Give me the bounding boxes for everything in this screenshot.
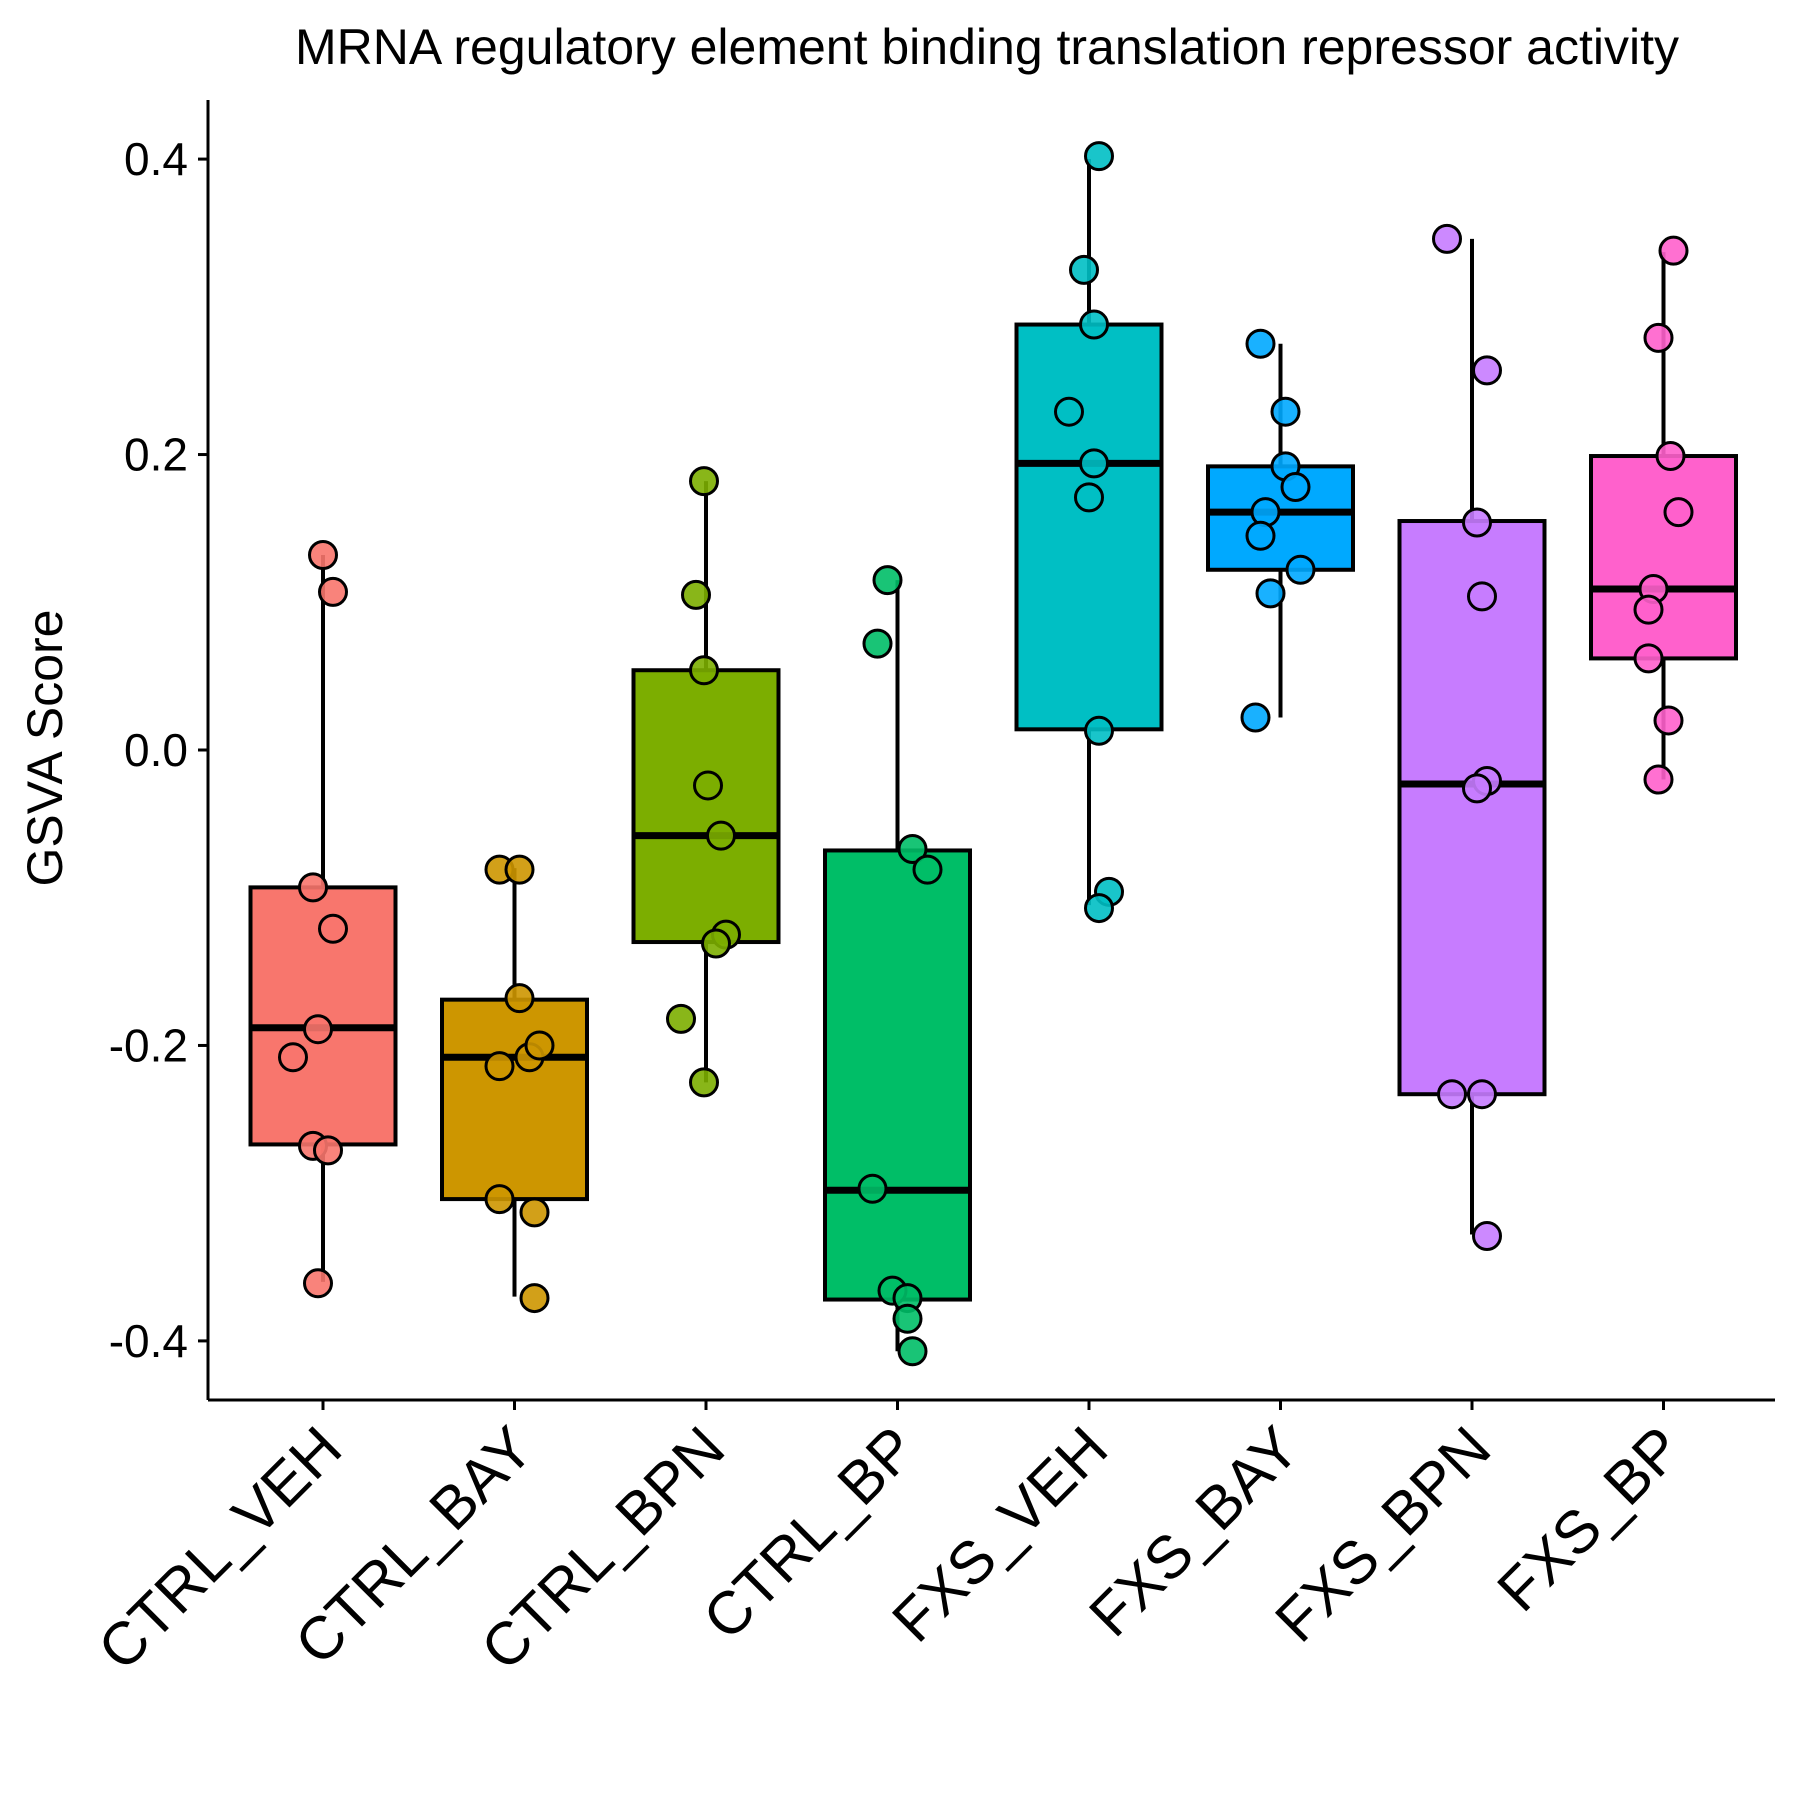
box-group [823, 565, 972, 1367]
data-point [689, 655, 719, 686]
data-point [681, 579, 711, 610]
data-point [706, 820, 736, 851]
data-point [1643, 764, 1674, 795]
data-point [318, 913, 348, 944]
data-point [892, 1303, 923, 1334]
box-group [1397, 223, 1547, 1252]
data-point [1472, 1221, 1502, 1252]
data-point [693, 770, 723, 801]
data-point [1467, 1079, 1497, 1110]
box-group [248, 540, 398, 1299]
box [440, 997, 589, 1202]
data-point [524, 1030, 555, 1061]
data-point [1079, 448, 1109, 479]
data-point [1653, 705, 1684, 736]
data-point [1663, 497, 1694, 528]
data-point [519, 1197, 550, 1228]
data-point [1467, 581, 1497, 612]
y-axis-label: GSVA Score [17, 610, 73, 887]
data-point [1285, 554, 1316, 585]
box-group [440, 854, 589, 1314]
box [631, 668, 781, 945]
box [1589, 454, 1738, 661]
data-point [1462, 507, 1492, 538]
box-group [1589, 235, 1738, 795]
data-point [1655, 441, 1686, 472]
data-point [1633, 594, 1664, 625]
data-point [1245, 328, 1276, 359]
data-point [897, 833, 928, 864]
data-point [1255, 578, 1286, 609]
data-point [1472, 355, 1502, 386]
data-point [701, 928, 731, 959]
data-point [1270, 396, 1301, 427]
y-tick-label: 0.2 [124, 429, 188, 481]
y-tick-label: -0.2 [109, 1019, 188, 1071]
data-point [1074, 482, 1104, 513]
y-tick-label: 0.4 [124, 133, 188, 185]
data-point [504, 854, 535, 885]
data-point [1084, 715, 1114, 746]
data-point [298, 872, 328, 903]
data-point [1245, 520, 1276, 551]
data-point [303, 1014, 333, 1045]
data-point [897, 1336, 928, 1367]
plot-area [248, 141, 1738, 1367]
data-point [872, 565, 903, 596]
y-axis: -0.4 -0.2 0.0 0.2 0.4 [109, 100, 210, 1400]
data-point [912, 854, 943, 885]
chart-title: MRNA regulatory element binding translat… [295, 19, 1679, 75]
data-point [1280, 472, 1311, 503]
data-point [666, 1003, 696, 1034]
x-axis: CTRL_VEHCTRL_BAYCTRL_BPNCTRL_BPFXS_VEHFX… [85, 1398, 1775, 1683]
data-point [857, 1173, 888, 1204]
box [823, 848, 972, 1302]
data-point [1054, 396, 1084, 427]
data-point [484, 1184, 515, 1215]
data-point [1643, 322, 1674, 353]
data-point [1079, 309, 1109, 340]
box-group [1014, 141, 1164, 924]
data-point [504, 983, 535, 1014]
data-point [484, 1051, 515, 1082]
data-point [1437, 1079, 1467, 1110]
data-point [1462, 773, 1492, 804]
data-point [313, 1135, 343, 1166]
box [1397, 519, 1547, 1097]
data-point [519, 1283, 550, 1314]
data-point [1084, 893, 1114, 924]
y-tick-label: 0.0 [124, 724, 188, 776]
data-point [278, 1042, 308, 1073]
data-point [318, 576, 348, 607]
box [1206, 464, 1355, 572]
data-point [1432, 223, 1462, 254]
data-point [689, 466, 719, 497]
data-point [1084, 141, 1114, 172]
data-point [1069, 254, 1099, 285]
data-point [308, 540, 338, 570]
data-point [1240, 702, 1271, 733]
data-point [303, 1268, 333, 1299]
box-group [631, 466, 781, 1098]
box [1014, 322, 1164, 732]
data-point [1633, 643, 1664, 674]
y-tick-label: -0.4 [109, 1315, 188, 1367]
box-group [1206, 328, 1355, 733]
data-point [1658, 235, 1689, 266]
data-point [862, 628, 893, 659]
data-point [689, 1067, 719, 1098]
x-tick-label: FXS_BP [1485, 1414, 1695, 1624]
